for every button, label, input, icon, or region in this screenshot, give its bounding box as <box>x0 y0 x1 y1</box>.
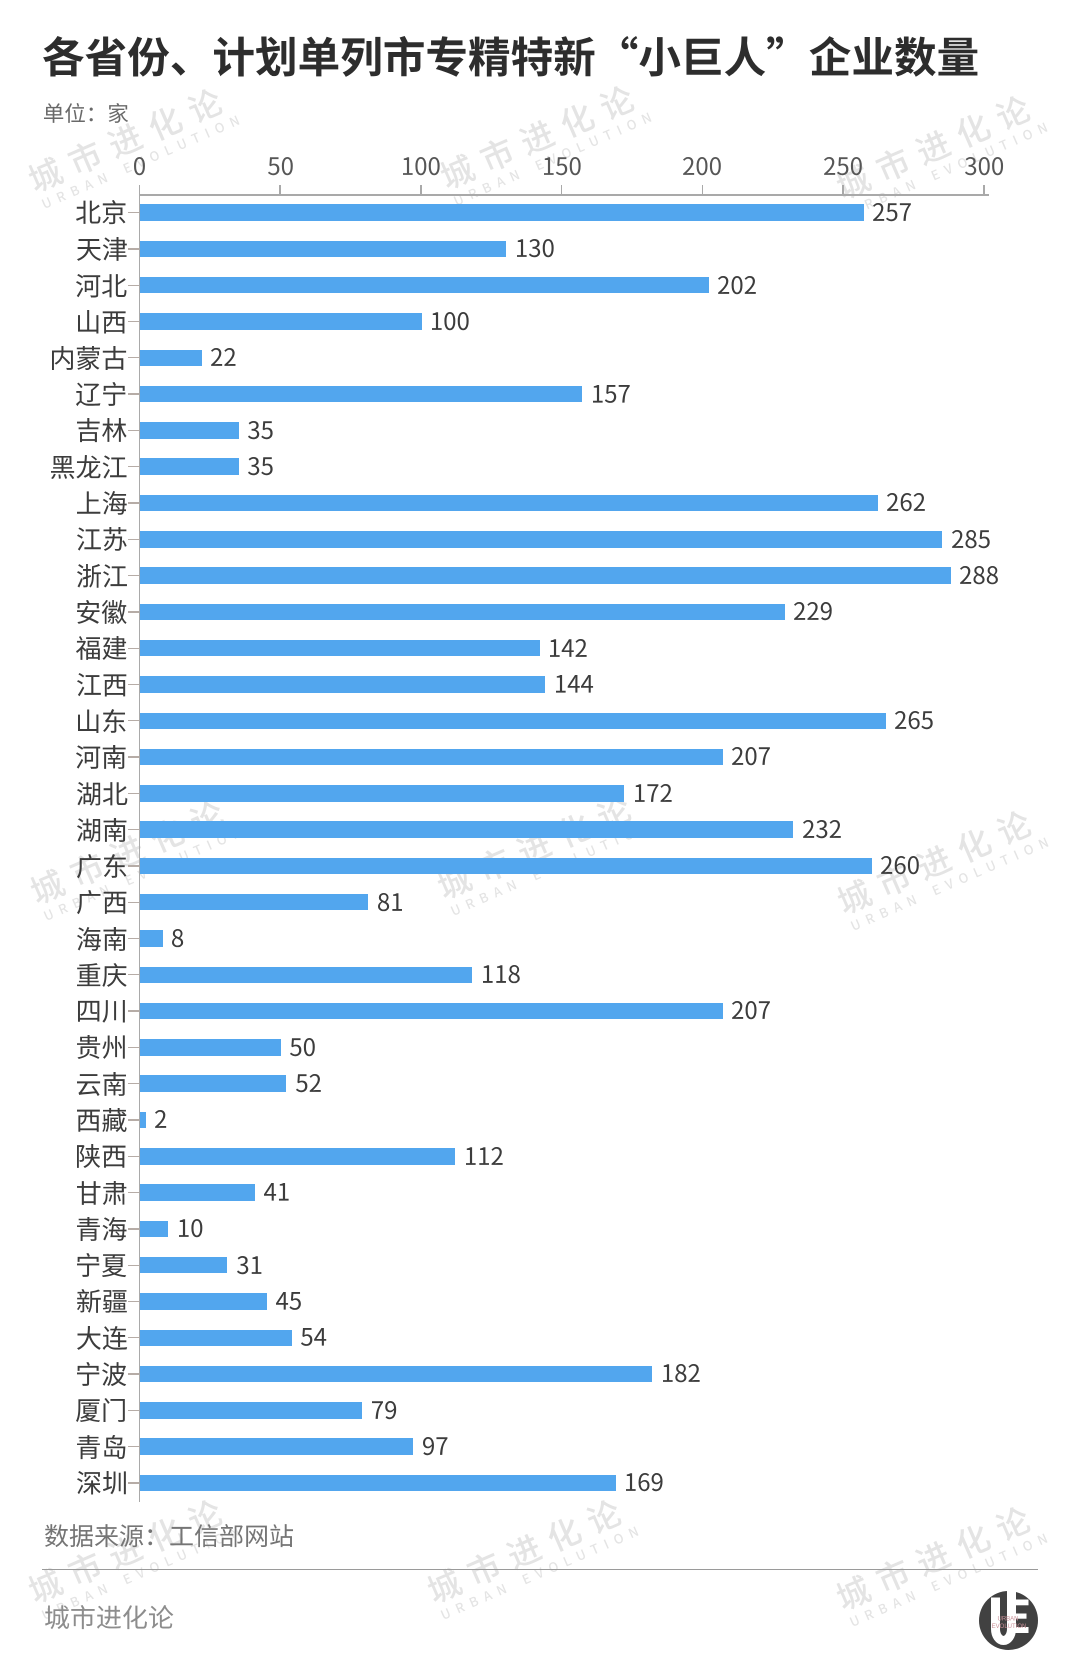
svg-text:URBAN: URBAN <box>997 1617 1018 1623</box>
svg-text:EVOLUTION: EVOLUTION <box>992 1624 1027 1630</box>
